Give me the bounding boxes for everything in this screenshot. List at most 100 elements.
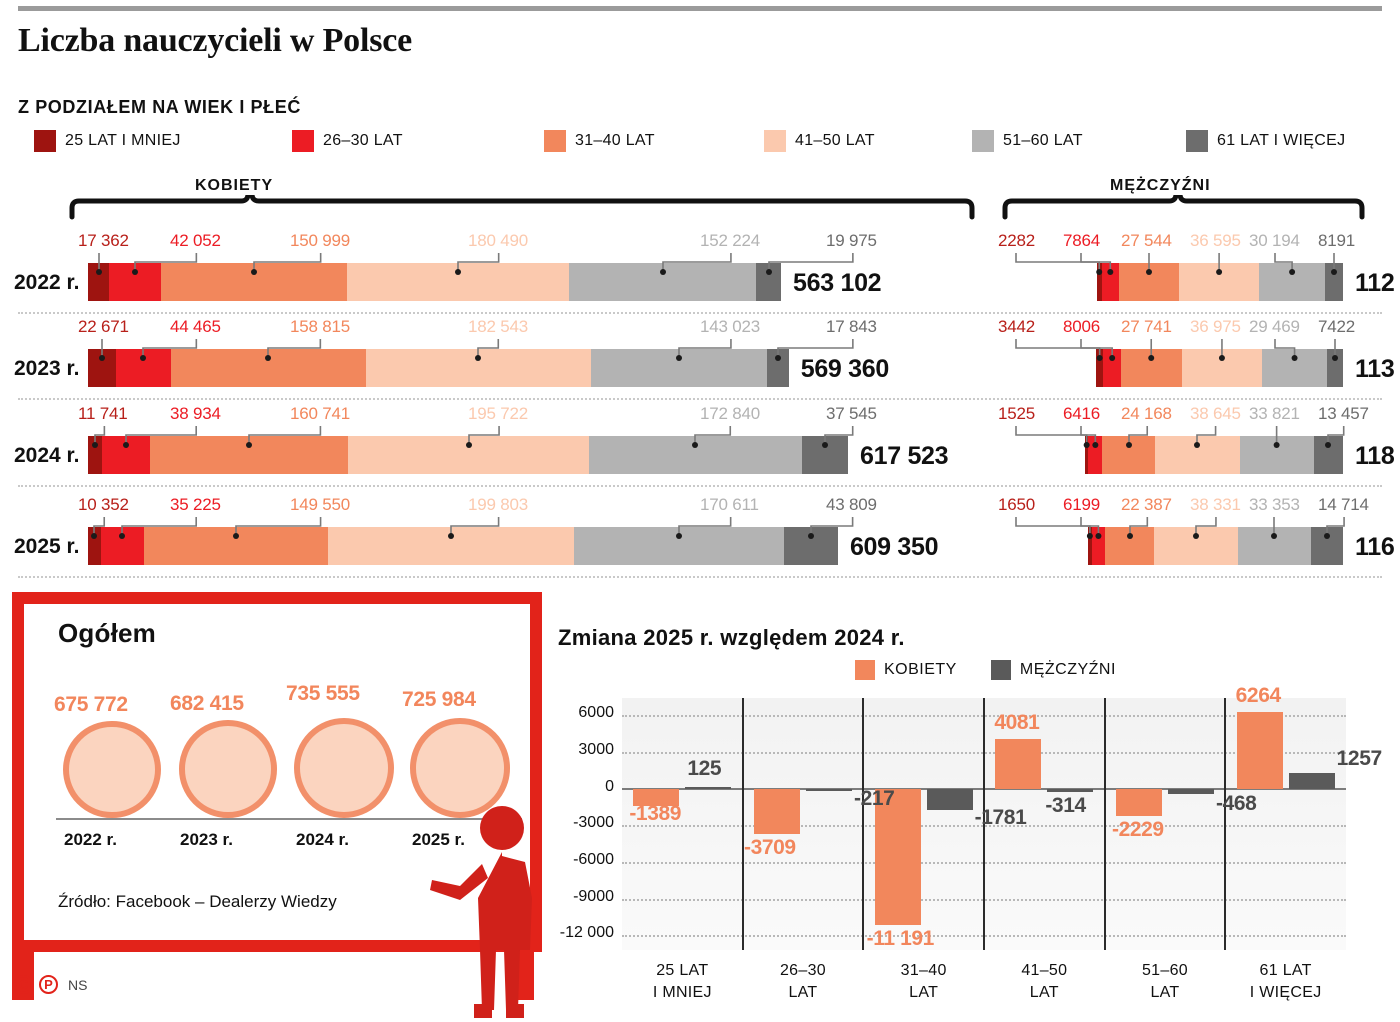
leader-line (1274, 339, 1298, 361)
overall-year-2023: 2023 r. (180, 830, 233, 849)
overall-axis-line (56, 818, 522, 820)
segment-value-women-6: 17 843 (826, 317, 877, 336)
age-legend: 25 LAT I MNIEJ 26–30 LAT 31–40 LAT 41–50 LA… (34, 130, 1382, 156)
leader-line (1126, 517, 1148, 539)
legend-label: 26–30 LAT (323, 132, 403, 149)
leader-line (1080, 253, 1114, 275)
legend-item-6: 61 LAT I WIĘCEJ (1186, 130, 1345, 152)
segment-value-women-1: 17 362 (78, 231, 129, 250)
segment-value-men-4: 36 595 (1190, 231, 1241, 250)
teacher-illustration-icon (430, 806, 532, 1018)
change-chart-plot: -1389 -3709 -11 191 4081 -2229 6264 125 -217 -17… (622, 684, 1382, 950)
chart-legend-item-2: MĘŻCZYŹNI (990, 660, 1116, 680)
legend-item-2: 26–30 LAT (292, 130, 403, 152)
change-bar-value-mężczyźni-2: -217 (854, 787, 895, 811)
legend-item-3: 31–40 LAT (544, 130, 655, 152)
page-title: Liczba nauczycieli w Polsce (18, 22, 413, 59)
bar-segment-c25 (88, 263, 110, 301)
leader-line (659, 253, 732, 275)
chart-legend-label: MĘŻCZYŹNI (1019, 661, 1116, 678)
change-bar-kobiety-3 (874, 788, 921, 926)
segment-value-men-2: 6199 (1063, 495, 1101, 514)
bar-segment-c26_30 (1091, 527, 1106, 565)
segment-value-men-5: 29 469 (1249, 317, 1300, 336)
bar-segment-c61 (1325, 263, 1343, 301)
row-total-men: 113 055 (1355, 355, 1400, 383)
leader-line (1080, 339, 1116, 361)
bar-segment-c26_30 (1101, 263, 1119, 301)
x-axis-tick-line: 31–40 (900, 962, 947, 979)
leader-line (1146, 253, 1153, 275)
change-bar-value-mężczyźni-4: -314 (1045, 794, 1086, 818)
x-axis-tick-line: LAT (788, 983, 818, 1001)
leader-line (119, 517, 198, 539)
segment-value-women-2: 44 465 (170, 317, 221, 336)
leader-line (92, 426, 106, 448)
change-chart-legend: KOBIETY MĘŻCZYŹNI (855, 660, 1116, 680)
segment-value-men-2: 8006 (1063, 317, 1101, 336)
leader-line (692, 426, 732, 448)
category-separator (1224, 698, 1227, 950)
change-bar-value-kobiety-4: 4081 (994, 710, 1040, 734)
segment-value-women-1: 11 741 (78, 404, 128, 423)
row-total-women: 563 102 (793, 269, 882, 297)
overall-value-2024: 735 555 (286, 682, 360, 705)
leader-line (1331, 253, 1338, 275)
overall-heading-text: Ogółem (58, 618, 156, 648)
y-axis-tick: 0 (605, 777, 614, 795)
legend-label: 41–50 LAT (795, 132, 875, 149)
leader-line (675, 339, 732, 361)
page-subtitle-text: Z PODZIAŁEM NA WIEK I PŁEĆ (18, 97, 301, 117)
y-axis-tick: -3000 (573, 814, 614, 832)
change-bar-value-kobiety-1: -1389 (629, 801, 682, 825)
change-bar-kobiety-6 (1236, 711, 1283, 789)
legend-label: 61 LAT I WIĘCEJ (1217, 132, 1346, 149)
leader-line (475, 339, 500, 361)
legend-swatch-icon (972, 130, 994, 152)
row-total-women: 617 523 (860, 442, 949, 470)
segment-value-women-6: 43 809 (826, 495, 877, 514)
leader-line (98, 339, 105, 361)
leader-line (1216, 253, 1223, 275)
segment-value-women-4: 195 722 (468, 404, 529, 423)
segment-value-men-3: 22 387 (1121, 495, 1172, 514)
change-bar-mężczyźni-3 (926, 788, 973, 811)
segment-value-men-5: 30 194 (1249, 231, 1300, 250)
x-axis-category-5: 51–60 LAT (1105, 960, 1226, 1003)
stacked-bar-women (88, 527, 838, 565)
stacked-bar-men (1088, 527, 1343, 565)
x-axis-tick-line: LAT (909, 983, 939, 1001)
change-bar-value-mężczyźni-1: 125 (687, 756, 722, 780)
legend-swatch-icon (544, 130, 566, 152)
overall-circle-2022 (63, 720, 161, 818)
segment-value-women-6: 19 975 (826, 231, 877, 250)
leader-line (465, 426, 500, 448)
y-axis-tick: -9000 (573, 887, 614, 905)
x-axis-category-6: 61 LAT I WIĘCEJ (1225, 960, 1346, 1003)
chart-legend-item-1: KOBIETY (855, 660, 957, 680)
segment-value-men-6: 13 457 (1318, 404, 1369, 423)
leader-line (1193, 517, 1217, 539)
category-separator (741, 698, 744, 950)
overall-year-2022: 2022 r. (64, 830, 117, 849)
top-rule (18, 6, 1382, 11)
row-year-label: 2025 r. (14, 535, 80, 558)
segment-value-men-1: 1650 (998, 495, 1036, 514)
segment-value-men-1: 2282 (998, 231, 1036, 250)
y-axis-tick: 3000 (578, 740, 614, 758)
leader-line (774, 339, 854, 361)
segment-value-women-5: 170 611 (700, 495, 759, 514)
segment-value-men-4: 36 975 (1190, 317, 1241, 336)
row-total-men: 118 032 (1355, 442, 1400, 470)
change-chart-title-text: Zmiana 2025 r. względem 2024 r. (558, 625, 905, 650)
change-bar-kobiety-4 (995, 738, 1042, 789)
leader-line (807, 517, 854, 539)
overall-circle-2024 (294, 718, 394, 818)
leader-line (251, 253, 322, 275)
category-separator (1103, 698, 1106, 950)
overall-circle-2025 (410, 718, 510, 818)
leader-line (1015, 253, 1103, 275)
change-bar-kobiety-5 (1116, 788, 1162, 816)
bar-segment-c26_30 (1103, 349, 1121, 387)
leader-line (1271, 517, 1278, 539)
